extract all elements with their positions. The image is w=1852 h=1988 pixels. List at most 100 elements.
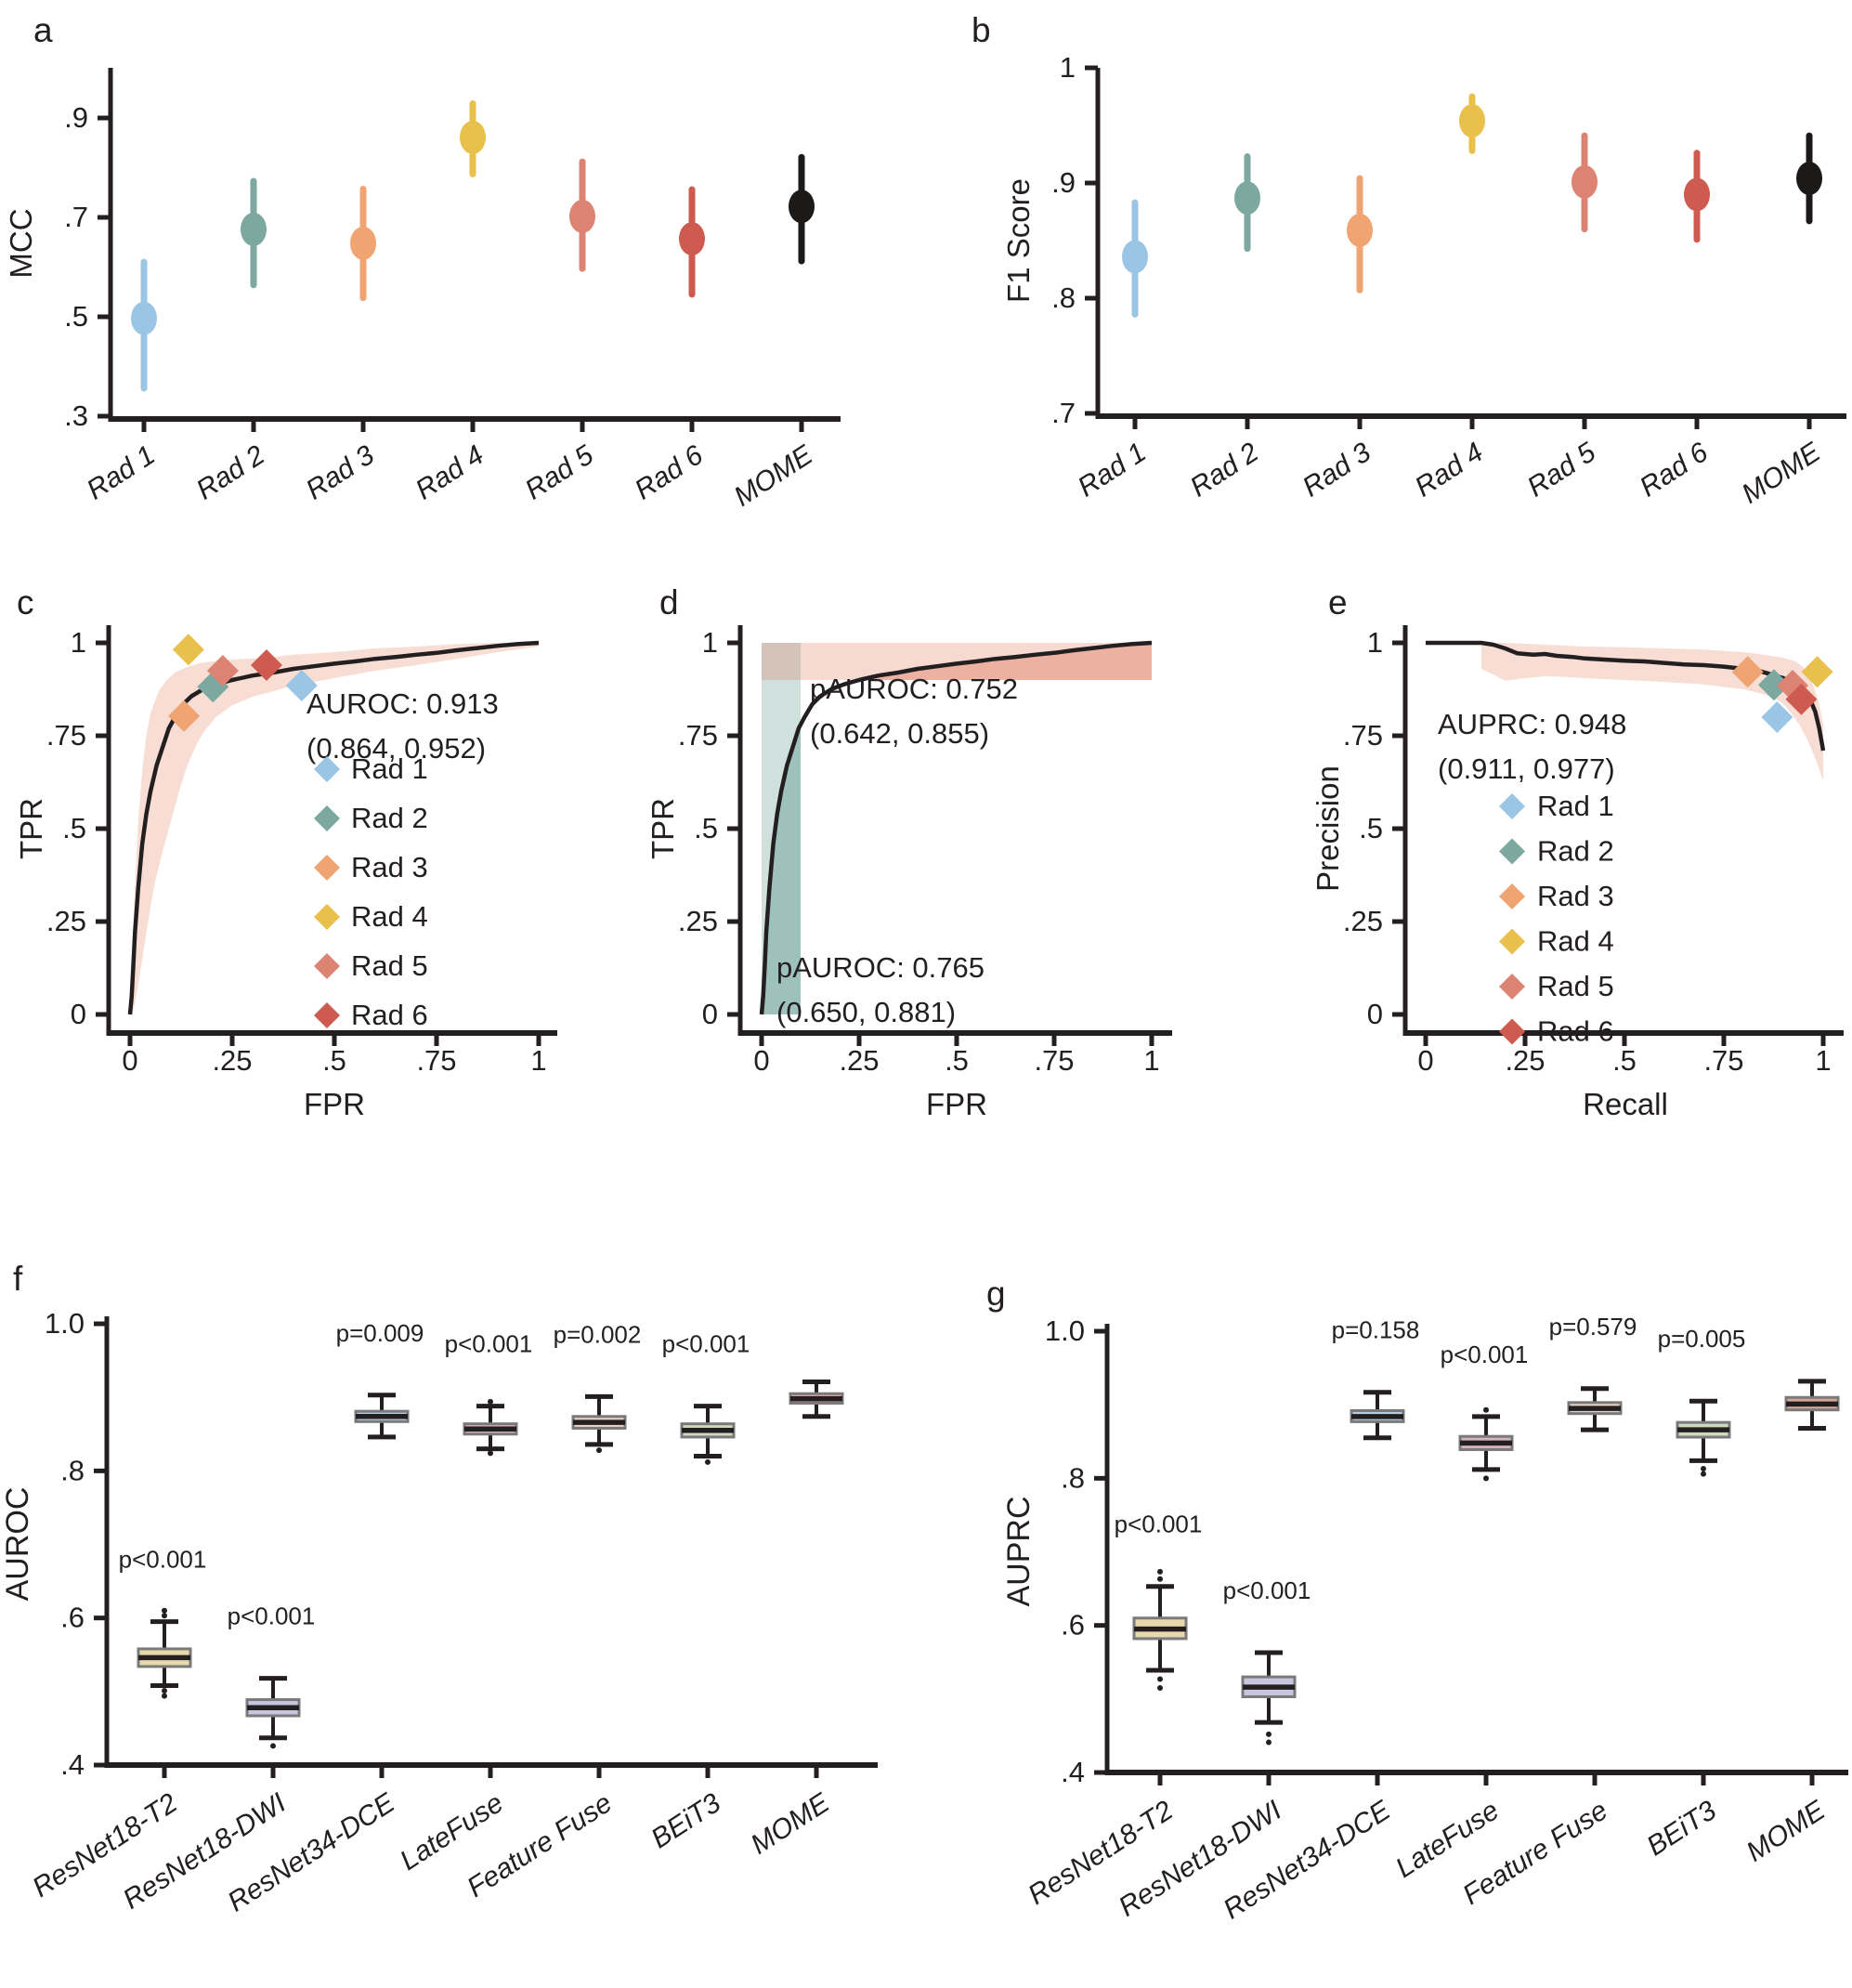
y-tick-label: .75 xyxy=(678,719,718,752)
partial-fpr-area xyxy=(762,725,801,1014)
y-tick-label: .5 xyxy=(62,812,86,844)
legend-label-rad-3: Rad 3 xyxy=(1537,880,1614,912)
y-axis-title: TPR xyxy=(14,798,48,859)
y-tick-label: .8 xyxy=(1061,1461,1085,1494)
outlier-dot xyxy=(1157,1676,1163,1682)
panel-f-label: f xyxy=(13,1260,23,1298)
y-tick-label: 1 xyxy=(1367,626,1383,659)
y-tick-label: .6 xyxy=(1061,1609,1085,1641)
legend-label-rad-2: Rad 2 xyxy=(1537,835,1614,868)
legend-label-rad-5: Rad 5 xyxy=(351,949,428,982)
box-resnet18-t2 xyxy=(137,1607,192,1699)
data-point-rad-2 xyxy=(241,212,267,246)
panel-b-label: b xyxy=(972,11,991,49)
legend-label-rad-1: Rad 1 xyxy=(1537,790,1614,822)
box-feature-fuse xyxy=(1567,1386,1623,1432)
outlier-dot xyxy=(1157,1684,1163,1691)
marker-rad-5 xyxy=(206,655,239,687)
x-tick-label-rad-1: Rad 1 xyxy=(1073,437,1152,503)
panel-d-label: d xyxy=(659,583,679,621)
marker-rad-3 xyxy=(1731,656,1764,688)
panel-g: .4.6.81.0AUPRCResNet18-T2p<0.001ResNet18… xyxy=(1001,1313,1848,1925)
marker-rad-3 xyxy=(168,700,201,732)
panel-e: 0 .25 .5 .75 1 0 .25 .5 .75 1 Recall Precision AUPRC… xyxy=(1311,625,1844,1121)
x-tick-label-rad-3: Rad 3 xyxy=(1298,437,1376,503)
p-value-label-resnet34-dce: p=0.009 xyxy=(336,1319,424,1347)
panel-g-label: g xyxy=(986,1275,1006,1313)
x-axis-title: FPR xyxy=(304,1087,365,1121)
y-tick-label: .5 xyxy=(1359,812,1383,844)
legend-marker-rad-1 xyxy=(314,756,340,782)
panel-e-label: e xyxy=(1328,583,1348,621)
x-tick-label-rad-1: Rad 1 xyxy=(82,439,161,505)
auroc-annotation-line2: (0.864, 0.952) xyxy=(306,732,486,765)
outlier-dot xyxy=(162,1693,167,1699)
outlier-dot xyxy=(1483,1406,1489,1413)
confidence-band xyxy=(131,643,540,1014)
box-resnet34-dce xyxy=(354,1393,410,1440)
data-point-rad-3 xyxy=(1347,213,1373,247)
y-tick-label: .25 xyxy=(1343,905,1383,937)
partial-fpr-band xyxy=(762,643,801,1014)
y-tick-label: .3 xyxy=(64,399,88,432)
x-tick-label: .75 xyxy=(1703,1044,1743,1077)
outlier-dot xyxy=(1483,1475,1489,1482)
legend-item-rad-4: Rad 4 xyxy=(1499,925,1614,958)
x-tick-label: .25 xyxy=(839,1044,879,1077)
p-value-label-latefuse: p<0.001 xyxy=(1441,1341,1529,1368)
box-resnet18-dwi xyxy=(1241,1650,1297,1746)
legend-item-rad-1: Rad 1 xyxy=(1499,790,1614,822)
marker-rad-6 xyxy=(250,649,282,681)
legend-label-rad-5: Rad 5 xyxy=(1537,970,1614,1002)
x-tick-label-rad-4: Rad 4 xyxy=(411,439,489,505)
legend-label-rad-2: Rad 2 xyxy=(351,802,428,834)
legend-label-rad-6: Rad 6 xyxy=(351,999,428,1031)
outlier-dot xyxy=(1701,1466,1706,1472)
marker-rad-2 xyxy=(1757,669,1790,701)
legend-item-rad-6: Rad 6 xyxy=(314,999,428,1031)
legend-marker-rad-4 xyxy=(1499,928,1525,955)
legend-marker-rad-4 xyxy=(314,904,340,930)
box-mome xyxy=(1784,1379,1840,1432)
y-axis-title: Precision xyxy=(1311,765,1345,892)
y-axis-title: AUPRC xyxy=(1001,1496,1037,1606)
data-point-mome xyxy=(1796,162,1822,196)
legend-marker-rad-5 xyxy=(314,953,340,979)
x-tick-label: .5 xyxy=(322,1044,346,1077)
x-axis-title: FPR xyxy=(926,1087,987,1121)
x-tick-label: .25 xyxy=(212,1044,252,1077)
legend-label-rad-4: Rad 4 xyxy=(1537,925,1614,958)
p-value-label-resnet18-dwi: p<0.001 xyxy=(228,1602,316,1630)
partial-tpr-area xyxy=(859,643,1152,680)
legend-item-rad-3: Rad 3 xyxy=(1499,880,1614,912)
p-value-label-latefuse: p<0.001 xyxy=(445,1330,533,1358)
x-tick-label-rad-6: Rad 6 xyxy=(1635,437,1714,503)
y-tick-label: 1 xyxy=(1060,51,1076,84)
p-value-label-resnet18-dwi: p<0.001 xyxy=(1223,1576,1311,1604)
outlier-dot xyxy=(270,1743,276,1749)
marker-rad-1 xyxy=(1761,701,1793,733)
y-tick-label: .9 xyxy=(64,101,88,134)
p-value-label-resnet34-dce: p=0.158 xyxy=(1332,1316,1420,1344)
x-tick-label: 0 xyxy=(753,1044,769,1077)
legend-marker-rad-6 xyxy=(314,1002,340,1028)
panel-d: 0 .25 .5 .75 1 0 .25 .5 .75 1 FPR TPR pAUROC: 0.752 (… xyxy=(646,625,1172,1121)
data-point-rad-5 xyxy=(1572,164,1598,199)
y-tick-label: .8 xyxy=(1051,281,1076,314)
p-value-label-beit3: p<0.001 xyxy=(662,1330,750,1358)
x-tick-label-rad-6: Rad 6 xyxy=(630,439,709,505)
x-tick-label-mome: MOME xyxy=(729,439,819,513)
y-tick-label: .5 xyxy=(694,812,718,844)
data-point-rad-1 xyxy=(131,301,157,335)
box-mome xyxy=(789,1380,844,1419)
y-tick-label: .75 xyxy=(46,719,86,752)
x-tick-label: .5 xyxy=(1612,1044,1637,1077)
outlier-dot xyxy=(596,1447,602,1454)
legend-marker-rad-2 xyxy=(1499,838,1525,865)
x-tick-label: 1 xyxy=(530,1044,546,1077)
p-value-label-resnet18-t2: p<0.001 xyxy=(119,1546,207,1574)
data-point-rad-6 xyxy=(1684,177,1710,212)
y-axis-title: MCC xyxy=(4,208,38,278)
x-tick-label-mome: MOME xyxy=(1741,1795,1832,1868)
